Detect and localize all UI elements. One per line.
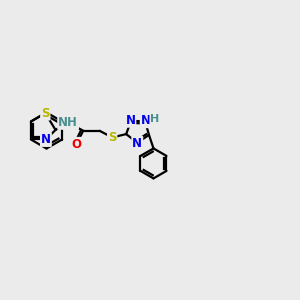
Text: N: N [41,133,51,146]
Text: S: S [41,106,50,120]
Text: O: O [71,138,82,151]
Text: N: N [132,137,142,150]
Text: NH: NH [58,116,78,129]
Text: N: N [141,114,151,127]
Text: S: S [108,131,116,144]
Text: H: H [150,114,160,124]
Text: N: N [125,114,135,127]
